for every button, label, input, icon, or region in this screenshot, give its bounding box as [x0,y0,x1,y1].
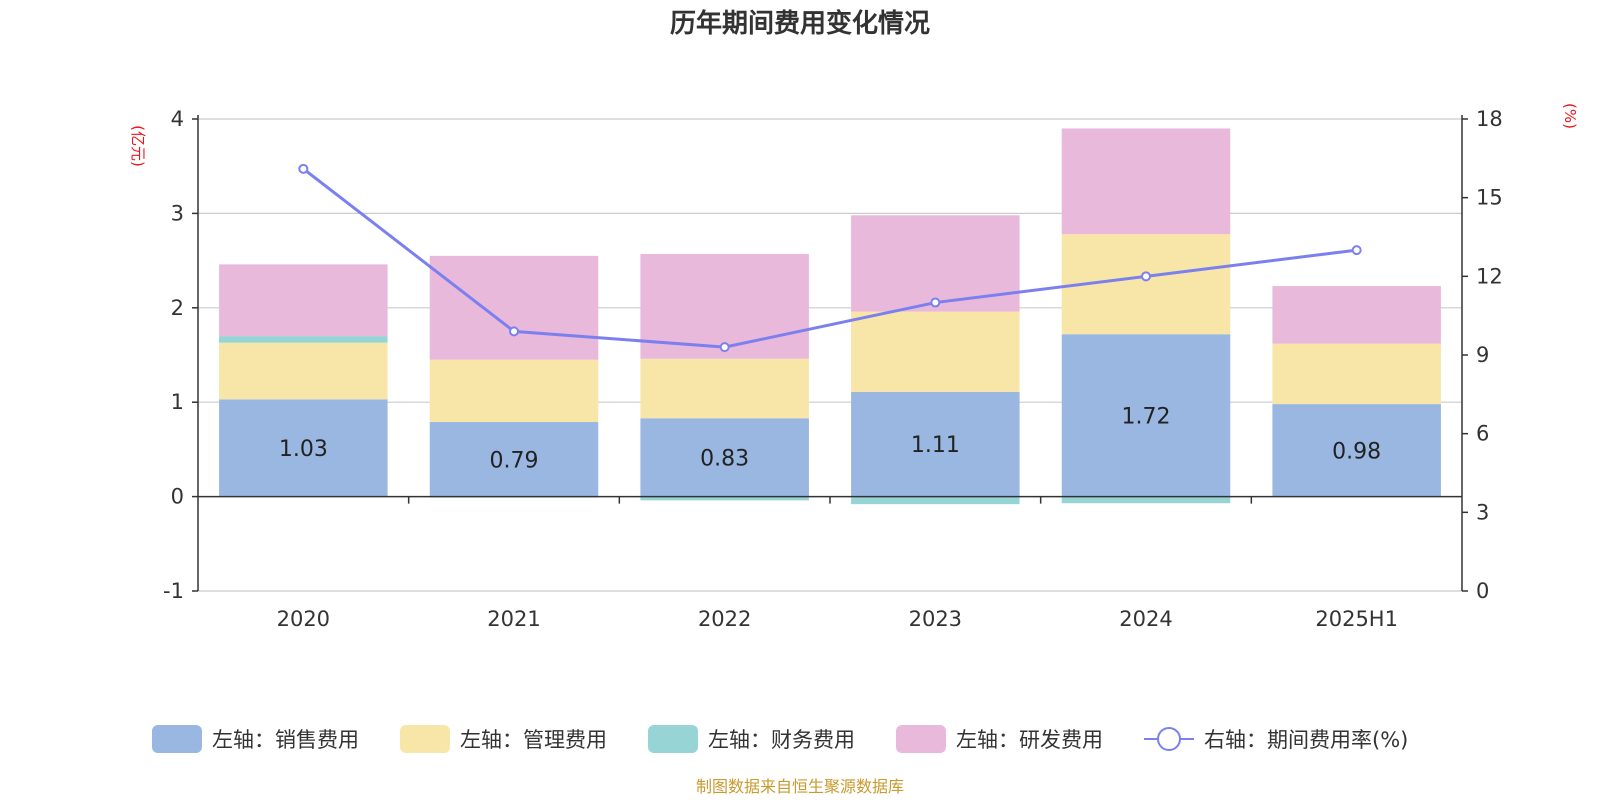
grid-lines [198,118,1462,592]
bar-2023-series-2 [851,311,1020,392]
x-axis-tick-label: 2025H1 [1315,607,1398,631]
left-axis-tick-label: -1 [163,579,184,603]
right-axis-tick-label: 18 [1476,107,1503,131]
rate-line-point [1141,271,1151,282]
left-axis-tick-label: 0 [171,485,184,509]
legend-label: 左轴：研发费用 [956,728,1103,752]
legend-item: 右轴：期间费用率(%) [1144,727,1408,752]
left-axis-tick-label: 4 [171,107,184,131]
rate-line-point [1351,245,1362,256]
right-axis-tick-label: 6 [1476,422,1489,446]
bar-2025H1-series-2 [1272,343,1441,405]
legend-label: 左轴：财务费用 [708,728,855,752]
legend: 左轴：销售费用 左轴：管理费用 左轴：财务费用 左轴：研发费用 右轴：期间费用率(%) [152,725,1408,753]
legend-item: 左轴：管理费用 [400,725,607,753]
bar-2022-series-2 [640,358,809,419]
right-axis-tick-label: 15 [1476,186,1503,210]
bar-2023-series-1 [851,391,1020,497]
bar-2023-series-3 [851,496,1020,505]
bar-2020-series-4 [219,264,388,337]
bar-2021-series-4 [429,255,599,360]
data-label: 1.03 [279,437,328,462]
bar-2021-series-1 [429,422,599,497]
bar-2024-series-1 [1061,334,1231,497]
x-axis-tick-label: 2021 [487,607,540,631]
bar-2020-series-3 [219,336,388,343]
source-note: 制图数据来自恒生聚源数据库 [696,777,904,796]
right-axis-tick-label: 12 [1476,264,1503,288]
data-label: 0.83 [700,446,749,471]
bar-2020-series-1 [219,399,388,497]
bar-2022-series-1 [640,418,809,497]
rate-line-point [719,342,730,353]
rate-line-point [930,297,941,308]
legend-swatch [896,725,946,753]
legend-item: 左轴：财务费用 [648,725,855,753]
data-labels: 1.03 0.79 0.83 1.11 1.72 0.98 [279,404,1381,473]
legend-label: 左轴：管理费用 [460,728,607,752]
bar-2021-series-2 [429,359,599,423]
x-axis-tick-label: 2023 [909,607,962,631]
legend-marker [1157,727,1181,751]
data-label: 0.79 [490,448,539,473]
rate-line-path [302,167,1357,349]
left-axis-unit: (亿元) [129,125,147,167]
bar-2023-series-4 [851,215,1020,312]
legend-swatch [648,725,698,753]
rate-line-point [298,163,309,174]
data-label: 1.72 [1122,404,1171,429]
left-axis-tick-label: 2 [171,296,184,320]
bar-2025H1-series-4 [1272,286,1441,344]
bar-stacks [219,128,1441,505]
x-axis-tick-label: 2024 [1119,607,1172,631]
x-axis-tick-label: 2020 [277,607,330,631]
data-label: 1.11 [911,433,960,458]
legend-item: 左轴：销售费用 [152,725,359,753]
left-axis-tick-label: 1 [171,390,184,414]
legend-label: 左轴：销售费用 [212,728,359,752]
legend-item: 左轴：研发费用 [896,725,1103,753]
rate-line-point [509,326,519,337]
bar-2020-series-2 [219,342,388,400]
bar-2024-series-3 [1061,496,1231,504]
right-axis-tick-label: 3 [1476,500,1489,524]
bar-2022-series-4 [640,253,809,359]
bar-2022-series-3 [640,496,809,501]
legend-label: 右轴：期间费用率(%) [1204,728,1408,752]
rate-line [298,163,1362,353]
data-label: 0.98 [1332,439,1381,464]
legend-swatch [400,725,450,753]
bar-2025H1-series-1 [1272,404,1441,497]
chart-title: 历年期间费用变化情况 [670,8,930,39]
x-axis-tick-label: 2022 [698,607,751,631]
bar-2024-series-4 [1061,128,1231,235]
legend-swatch [152,725,202,753]
right-axis-unit: (%) [1561,103,1579,129]
left-axis-tick-label: 3 [171,201,184,225]
right-axis-tick-label: 9 [1476,343,1489,367]
right-axis-tick-label: 0 [1476,579,1489,603]
